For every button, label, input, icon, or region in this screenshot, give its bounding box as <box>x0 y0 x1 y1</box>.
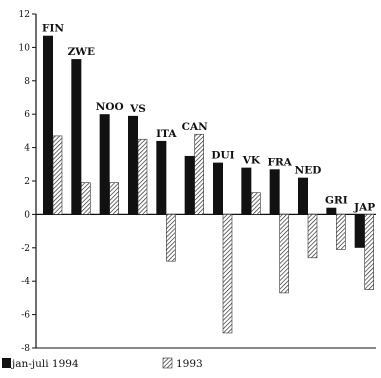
y-tick-label: -8 <box>21 344 30 354</box>
category-label-noo: NOO <box>96 101 124 113</box>
legend-label-1994: jan-juli 1994 <box>10 358 79 370</box>
category-label-zwe: ZWE <box>68 46 95 58</box>
y-tick-label: 6 <box>24 110 30 120</box>
y-tick-label: 2 <box>24 177 30 187</box>
y-tick-label: -4 <box>21 277 30 287</box>
bar-ned-1994 <box>298 177 308 215</box>
y-tick-label: 0 <box>24 210 30 220</box>
bar-dui-1993 <box>222 214 233 334</box>
category-label-can: CAN <box>182 121 209 133</box>
bar-jap-1993 <box>364 214 374 290</box>
bar-fra-1993 <box>279 214 289 294</box>
bar-gri-1994 <box>326 207 337 215</box>
category-label-fin: FIN <box>42 23 64 35</box>
bar-vk-1994 <box>241 167 252 215</box>
category-label-gri: GRI <box>325 195 348 207</box>
bar-jap-1994 <box>354 214 365 248</box>
bar-zwe-1993 <box>81 182 91 215</box>
category-label-fra: FRA <box>268 156 293 168</box>
bar-fin-1994 <box>43 35 53 215</box>
bar-ita-1993 <box>166 214 176 262</box>
bar-vs-1994 <box>128 115 138 215</box>
bar-noo-1993 <box>109 182 119 215</box>
bar-ned-1993 <box>307 214 318 259</box>
bar-can-1994 <box>184 155 195 215</box>
bar-noo-1994 <box>99 114 110 215</box>
y-tick-label: 12 <box>19 10 30 20</box>
bar-fin-1993 <box>52 135 63 215</box>
category-label-ned: NED <box>295 165 322 177</box>
bar-zwe-1994 <box>71 59 82 215</box>
bar-vk-1993 <box>251 192 261 215</box>
y-tick-label: 4 <box>24 144 30 154</box>
bars <box>43 35 374 334</box>
y-tick-label: -2 <box>21 244 30 254</box>
bar-ita-1994 <box>156 140 167 215</box>
category-label-ita: ITA <box>156 128 177 140</box>
y-tick-label: -6 <box>21 311 30 321</box>
bar-dui-1994 <box>213 162 223 215</box>
category-label-vs: VS <box>129 103 146 115</box>
y-tick-label: 10 <box>19 43 31 53</box>
axes: -8 -6 -4 -2 0 2 4 6 8 10 12 <box>19 10 376 354</box>
legend-label-1993: 1993 <box>176 358 203 370</box>
y-tick-label: 8 <box>24 77 30 87</box>
category-label-vk: VK <box>242 155 261 167</box>
legend-swatch-1993 <box>162 357 173 369</box>
bar-gri-1993 <box>336 214 346 250</box>
bar-can-1993 <box>194 133 204 215</box>
bar-vs-1993 <box>137 138 148 215</box>
bar-fra-1994 <box>269 169 280 215</box>
legend-swatch-1994 <box>2 358 11 368</box>
legend: jan-juli 1994 1993 <box>2 357 203 370</box>
category-label-dui: DUI <box>211 150 234 162</box>
category-label-jap: JAP <box>353 201 375 213</box>
